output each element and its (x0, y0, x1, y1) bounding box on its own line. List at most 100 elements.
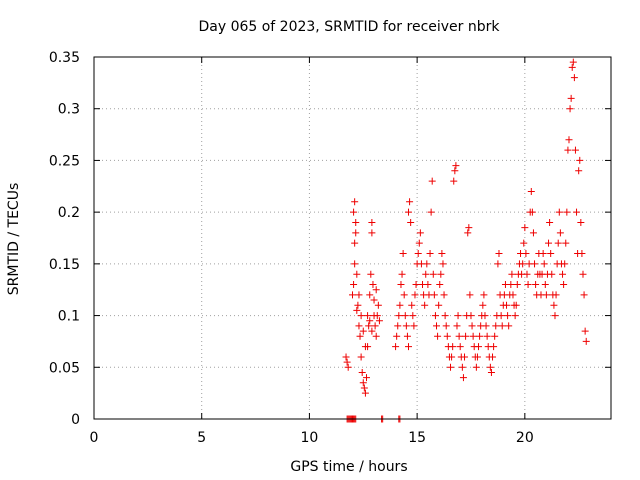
data-point (344, 363, 352, 371)
data-point (582, 337, 590, 345)
data-point (513, 281, 521, 289)
axis-ticks: 0 5 10 15 20 0 0.05 0.1 0.15 0.2 0.25 0.3 0.35 (49, 50, 611, 446)
data-point (567, 94, 575, 102)
data-point (498, 322, 506, 330)
data-point (467, 312, 475, 320)
data-point (421, 301, 429, 309)
data-point (487, 368, 495, 376)
data-point (504, 312, 512, 320)
y-tick-label: 0.35 (49, 50, 80, 66)
data-point (573, 208, 581, 216)
data-point (464, 229, 472, 237)
data-point (527, 187, 535, 195)
data-point (351, 239, 359, 247)
data-point (373, 312, 381, 320)
data-point (580, 291, 588, 299)
data-point (512, 301, 520, 309)
data-point (570, 74, 578, 82)
data-point (483, 332, 491, 340)
x-tick-label: 15 (408, 430, 426, 446)
y-tick-label: 0.2 (58, 205, 80, 221)
data-point (368, 218, 376, 226)
data-point (555, 208, 563, 216)
data-point (409, 312, 417, 320)
data-point (431, 312, 439, 320)
data-point (489, 353, 497, 361)
data-point (357, 312, 365, 320)
data-point (401, 312, 409, 320)
data-point (562, 239, 570, 247)
data-point (438, 250, 446, 258)
x-tick-label: 10 (301, 430, 319, 446)
data-point (375, 317, 383, 325)
data-point (353, 306, 361, 314)
data-point (351, 260, 359, 268)
data-point (356, 332, 364, 340)
data-point (366, 291, 374, 299)
data-point (581, 327, 589, 335)
data-point (429, 270, 437, 278)
data-point (577, 218, 585, 226)
data-point (472, 363, 480, 371)
data-point (521, 224, 529, 232)
data-point (352, 218, 360, 226)
y-tick-label: 0.05 (49, 360, 80, 376)
data-point (407, 218, 415, 226)
data-point (523, 270, 531, 278)
data-points (342, 58, 590, 423)
data-point (465, 224, 473, 232)
data-point (456, 343, 464, 351)
data-point (364, 312, 372, 320)
data-point (410, 322, 418, 330)
data-point (365, 322, 373, 330)
data-point (397, 281, 405, 289)
data-point (447, 363, 455, 371)
data-point (374, 301, 382, 309)
data-point (450, 177, 458, 185)
data-point (561, 260, 569, 268)
data-point (350, 281, 358, 289)
data-point (579, 270, 587, 278)
data-point (403, 332, 411, 340)
data-point (539, 250, 547, 258)
data-point (352, 229, 360, 237)
data-point (343, 358, 351, 366)
data-point (508, 270, 516, 278)
data-point (366, 317, 374, 325)
data-point (568, 63, 576, 71)
data-point (542, 291, 550, 299)
data-point (566, 105, 574, 113)
data-point (405, 343, 413, 351)
data-point (402, 322, 410, 330)
data-point (441, 312, 449, 320)
data-point (552, 291, 560, 299)
data-point (342, 353, 350, 361)
data-point (479, 301, 487, 309)
grid (94, 57, 611, 419)
data-point (563, 208, 571, 216)
data-point (451, 167, 459, 175)
data-point (481, 312, 489, 320)
data-point (442, 322, 450, 330)
data-point (426, 250, 434, 258)
data-point (368, 327, 376, 335)
data-point (578, 250, 586, 258)
y-tick-label: 0.25 (49, 153, 80, 169)
data-point (440, 291, 448, 299)
data-point (412, 281, 420, 289)
data-point (476, 332, 484, 340)
y-tick-label: 0.3 (58, 102, 80, 118)
data-point (349, 291, 356, 299)
data-point (520, 239, 528, 247)
data-point (424, 281, 432, 289)
data-point (491, 332, 499, 340)
x-axis-label: GPS time / hours (290, 459, 407, 475)
data-point (575, 167, 583, 175)
data-point (507, 281, 515, 289)
data-point (497, 312, 505, 320)
data-point (545, 239, 553, 247)
data-point (492, 322, 500, 330)
data-point (576, 156, 584, 164)
data-point (547, 250, 555, 258)
data-point (448, 353, 456, 361)
